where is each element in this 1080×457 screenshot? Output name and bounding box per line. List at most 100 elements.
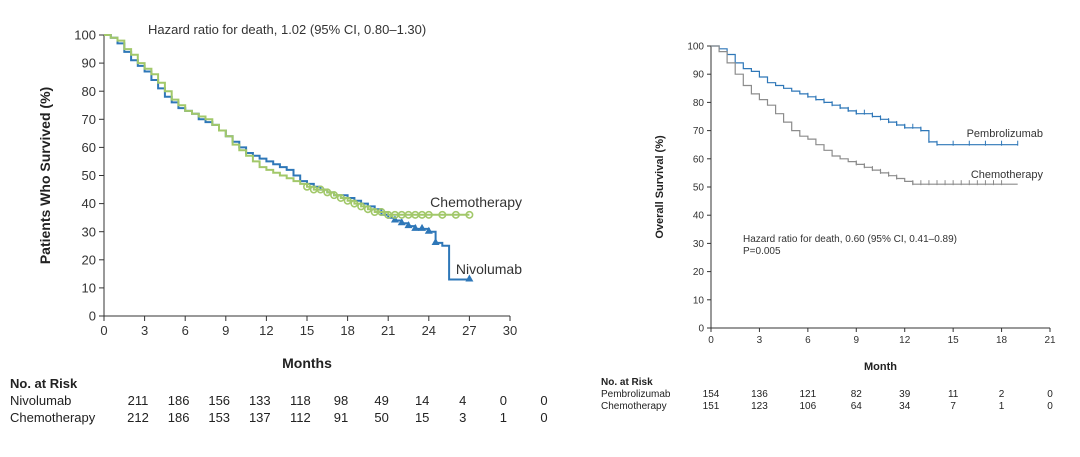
risk-table-cell: 14 [415, 393, 429, 408]
x-tick-label: 24 [422, 323, 436, 338]
risk-table-cell: 106 [800, 401, 817, 412]
x-tick-label: 15 [948, 335, 960, 346]
y-tick-label: 40 [82, 196, 96, 211]
y-tick-label: 0 [89, 309, 96, 324]
risk-table-cell: 211 [128, 393, 149, 408]
nivolumab-censor-mark [418, 223, 427, 231]
risk-table-cell: 2 [999, 389, 1005, 400]
pembrolizumab-km-panel: 0 10 20 30 40 50 60 70 80 90 100 0 3 6 9 12 15 18 21 Month O… [585, 0, 1080, 452]
nivolumab-censor-mark [397, 218, 406, 226]
x-tick-label: 12 [899, 335, 911, 346]
risk-table-cell: 0 [500, 393, 507, 408]
chemotherapy-censor-mark [316, 185, 325, 194]
x-tick-label: 3 [141, 323, 148, 338]
risk-table-cell: 0 [540, 410, 547, 425]
chemotherapy-censor-mark [465, 210, 474, 219]
risk-table-cell: 98 [334, 393, 348, 408]
risk-table-cell: 123 [751, 401, 768, 412]
risk-table-cell: 137 [249, 410, 271, 425]
nivolumab-censor-mark [431, 237, 440, 245]
y-tick-label: 100 [74, 28, 96, 43]
x-tick-label: 9 [854, 335, 860, 346]
p-value-annotation: P=0.005 [743, 246, 781, 257]
risk-table-cell: 82 [851, 389, 863, 400]
risk-table-cell: 7 [950, 401, 956, 412]
risk-table-cell: 133 [249, 393, 271, 408]
y-tick-label: 20 [693, 267, 705, 278]
y-tick-label: 60 [82, 140, 96, 155]
chemotherapy-censor-mark [357, 202, 366, 211]
x-tick-label: 3 [757, 335, 763, 346]
risk-table-cell: 121 [800, 389, 817, 400]
y-tick-label: 30 [82, 224, 96, 239]
x-tick-label: 0 [100, 323, 107, 338]
risk-table-cell: 118 [290, 393, 311, 408]
risk-table-cell: 15 [415, 410, 429, 425]
risk-table-title: No. at Risk [601, 377, 653, 388]
risk-table-row-label: Chemotherapy [10, 410, 96, 425]
nivolumab-censor-mark [411, 223, 420, 231]
x-tick-label: 6 [805, 335, 811, 346]
chemotherapy-censor-mark [438, 210, 447, 219]
y-tick-label: 60 [693, 154, 705, 165]
chemotherapy-curve-label: Chemotherapy [430, 194, 522, 210]
y-tick-label: 70 [693, 126, 705, 137]
y-tick-label: 20 [82, 252, 96, 267]
nivolumab-km-panel: 0 10 20 30 40 50 60 70 80 90 100 0 3 6 9 12 15 18 21 24 27 30… [10, 22, 548, 425]
risk-table-cell: 136 [751, 389, 768, 400]
y-tick-label: 10 [82, 280, 96, 295]
y-tick-label: 50 [693, 183, 705, 194]
x-tick-label: 30 [503, 323, 517, 338]
y-tick-label: 100 [687, 42, 704, 53]
risk-table-cell: 0 [540, 393, 547, 408]
x-tick-label: 15 [300, 323, 314, 338]
chemotherapy-censor-mark [343, 196, 352, 205]
chemotherapy-survival-curve [711, 45, 1018, 185]
x-tick-label: 21 [1044, 335, 1056, 346]
nivolumab-censor-mark [465, 274, 474, 282]
y-tick-label: 30 [693, 239, 705, 250]
y-axis-title: Overall Survival (%) [654, 135, 666, 239]
y-axis-title: Patients Who Survived (%) [37, 87, 53, 264]
y-tick-label: 80 [693, 98, 705, 109]
risk-table-row-label: Nivolumab [10, 393, 71, 408]
risk-table-row-label: Chemotherapy [601, 401, 667, 412]
nivolumab-survival-curve [104, 34, 470, 281]
x-axis-title: Month [864, 361, 897, 373]
nivolumab-curve-label: Nivolumab [456, 261, 522, 277]
y-tick-label: 90 [82, 56, 96, 71]
risk-table-cell: 156 [208, 393, 230, 408]
chemotherapy-censor-mark [363, 205, 372, 214]
y-tick-label: 10 [693, 295, 705, 306]
chemotherapy-censor-mark [302, 182, 311, 191]
risk-table-cell: 49 [374, 393, 388, 408]
nivolumab-censor-mark [404, 221, 413, 229]
x-axis-title: Months [282, 355, 332, 371]
pembrolizumab-curve-label: Pembrolizumab [967, 128, 1043, 140]
risk-table-cell: 1 [500, 410, 507, 425]
risk-table-cell: 50 [374, 410, 388, 425]
risk-table-cell: 64 [851, 401, 863, 412]
x-tick-label: 6 [182, 323, 189, 338]
y-tick-label: 50 [82, 168, 96, 183]
y-tick-label: 90 [693, 70, 705, 81]
risk-table-cell: 151 [703, 401, 720, 412]
risk-table-cell: 153 [208, 410, 230, 425]
risk-table-cell: 186 [168, 393, 190, 408]
risk-table-cell: 34 [899, 401, 911, 412]
chemotherapy-censor-mark [336, 193, 345, 202]
risk-table-cell: 1 [999, 401, 1005, 412]
risk-table-cell: 0 [1047, 389, 1053, 400]
nivolumab-censor-mark [424, 226, 433, 234]
chemotherapy-curve-label: Chemotherapy [971, 169, 1044, 181]
chemotherapy-censor-mark [451, 210, 460, 219]
risk-table-cell: 112 [290, 410, 311, 425]
x-tick-label: 12 [259, 323, 273, 338]
risk-table-cell: 0 [1047, 401, 1053, 412]
x-tick-label: 0 [708, 335, 714, 346]
chemotherapy-censor-mark [377, 208, 386, 217]
y-tick-label: 0 [698, 324, 704, 335]
risk-table-cell: 212 [127, 410, 149, 425]
